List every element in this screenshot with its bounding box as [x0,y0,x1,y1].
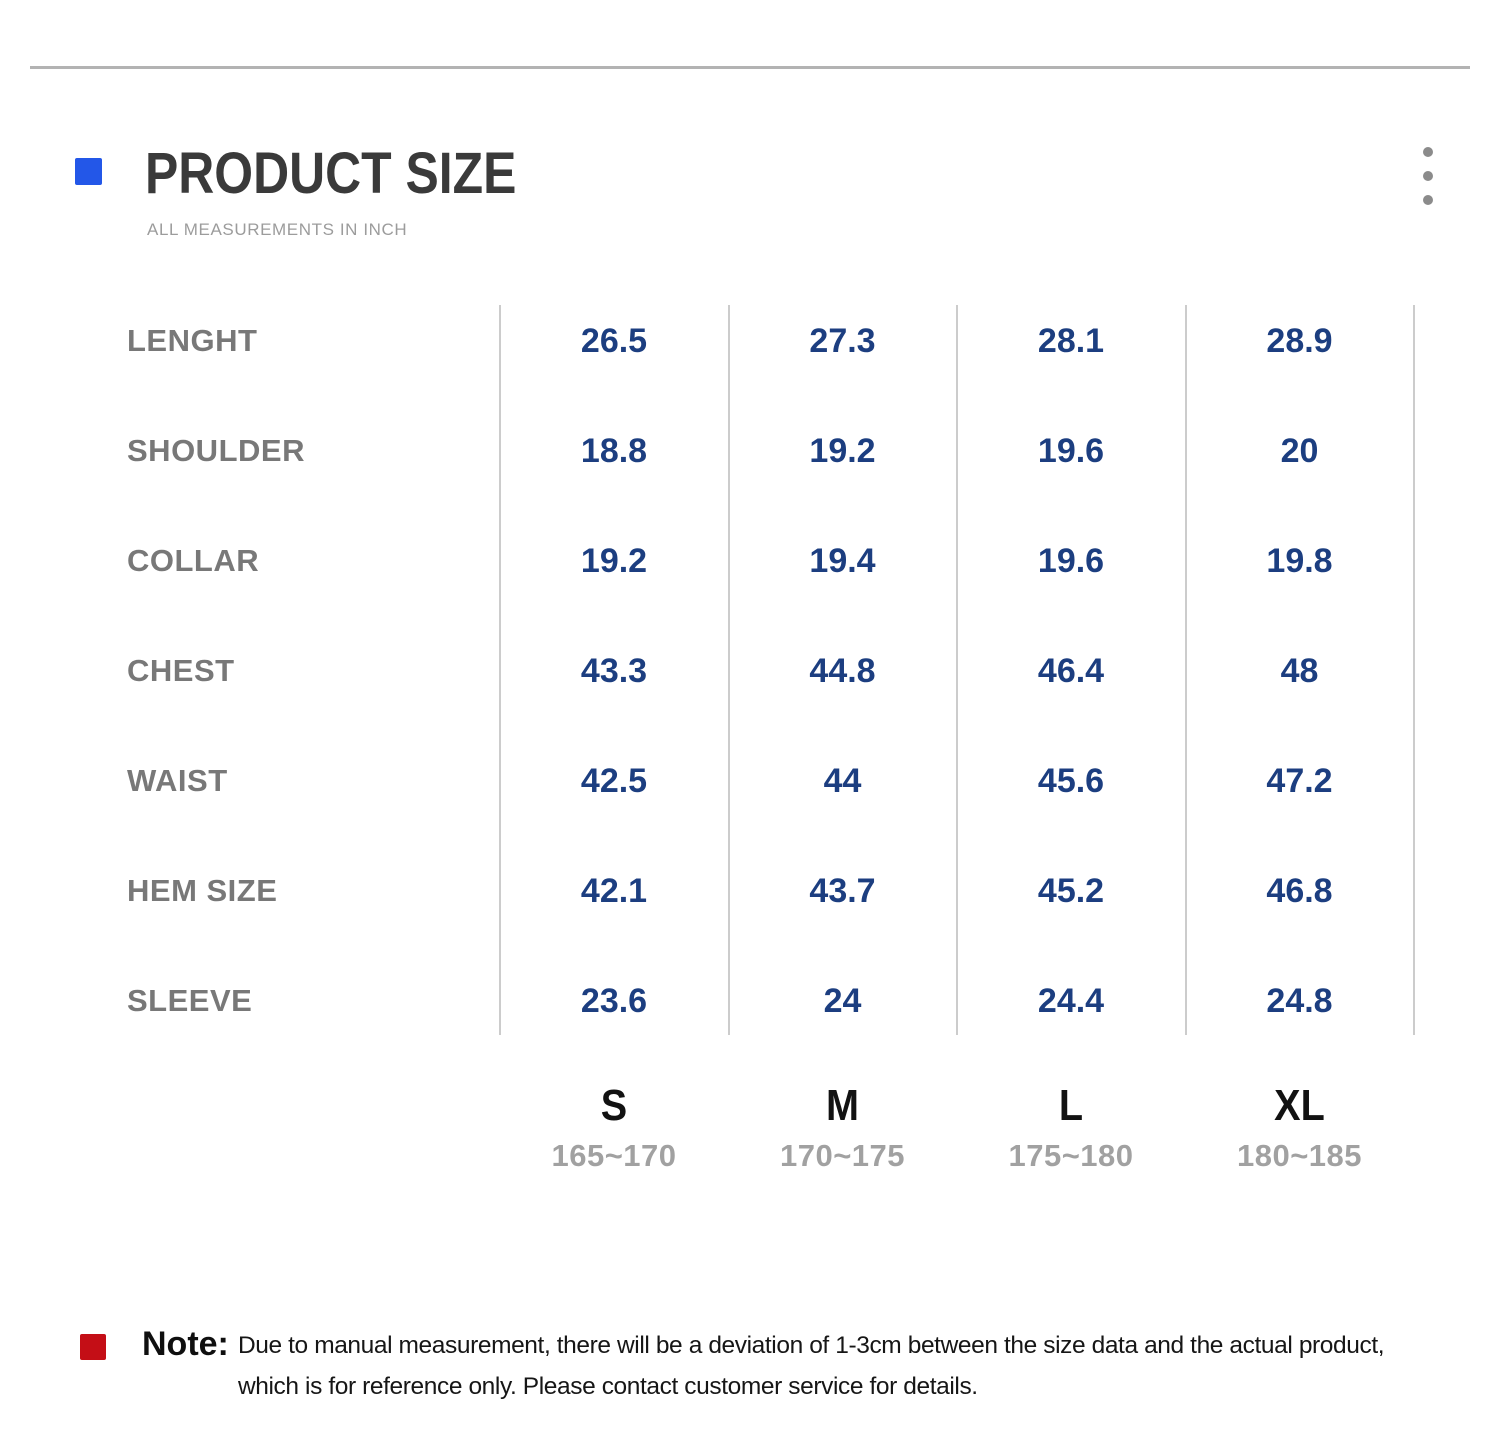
size-value-xl: 19.8 [1266,541,1333,580]
measurement-label: LENGHT [127,323,258,358]
size-value-s: 26.5 [580,321,648,360]
size-value-xl: 48 [1280,651,1319,690]
red-square-bullet-icon [80,1334,106,1360]
size-value-l: 19.6 [1037,541,1105,580]
page-title: PRODUCT SIZE [145,141,517,206]
size-value-m: 19.4 [809,541,876,580]
size-height-range: 175~180 [1008,1138,1134,1173]
page-subtitle: ALL MEASUREMENTS IN INCH [147,220,408,239]
measurement-label: HEM SIZE [127,873,278,908]
note-line-2: which is for reference only. Please cont… [238,1373,978,1400]
column-divider [1413,305,1415,1035]
size-column-s: S 165~170 [500,1080,728,1174]
column-divider [956,305,958,1035]
column-divider [728,305,730,1035]
size-value-s: 42.5 [580,761,648,800]
size-value-xl: 47.2 [1266,761,1333,800]
size-value-xl: 24.8 [1266,981,1333,1020]
size-column-l: L 175~180 [957,1080,1185,1174]
size-value-xl: 28.9 [1266,321,1333,360]
measurement-label: COLLAR [127,543,260,578]
size-name: XL [1274,1081,1325,1130]
dot-icon [1423,147,1433,157]
column-divider [499,305,501,1035]
size-name: S [600,1081,628,1130]
kebab-menu-icon[interactable] [1423,147,1435,219]
size-value-xl: 46.8 [1266,871,1333,910]
measurement-label: SLEEVE [127,983,253,1018]
size-value-s: 42.1 [580,871,648,910]
size-value-m: 19.2 [809,431,876,470]
note-label: Note: [142,1325,229,1363]
measurement-label: WAIST [127,763,228,798]
size-height-range: 170~175 [779,1138,906,1173]
size-name: M [826,1081,859,1130]
size-value-m: 27.3 [809,321,876,360]
size-value-l: 45.2 [1037,871,1105,910]
size-value-s: 19.2 [580,541,648,580]
dot-icon [1423,195,1433,205]
size-column-m: M 170~175 [728,1080,957,1174]
size-value-l: 24.4 [1037,981,1105,1020]
size-value-m: 43.7 [809,871,876,910]
note-line-1: Due to manual measurement, there will be… [238,1332,1385,1359]
size-column-xl: XL 180~185 [1185,1080,1414,1174]
size-value-l: 45.6 [1037,761,1105,800]
size-value-l: 46.4 [1037,651,1105,690]
measurement-label: CHEST [127,653,235,688]
size-value-s: 18.8 [580,431,648,470]
size-height-range: 165~170 [551,1138,677,1173]
size-value-l: 19.6 [1037,431,1105,470]
size-name: L [1058,1081,1084,1130]
blue-square-bullet-icon [75,158,102,185]
size-value-s: 23.6 [580,981,648,1020]
size-table: LENGHT 26.5 27.3 28.1 28.9 SHOULDER 18.8… [60,286,1414,1056]
size-value-m: 24 [823,981,862,1020]
column-divider [1185,305,1187,1035]
size-value-l: 28.1 [1037,321,1105,360]
size-value-m: 44 [823,761,862,800]
size-value-xl: 20 [1280,431,1319,470]
measurement-label: SHOULDER [127,433,305,468]
dot-icon [1423,171,1433,181]
size-header-row: S 165~170 M 170~175 L 175~180 XL 180~185 [60,1080,1414,1174]
spacer [60,1080,500,1174]
size-height-range: 180~185 [1236,1138,1363,1173]
size-value-s: 43.3 [580,651,648,690]
note-text: Due to manual measurement, there will be… [238,1325,1385,1407]
top-divider [30,66,1470,69]
size-value-m: 44.8 [809,651,876,690]
